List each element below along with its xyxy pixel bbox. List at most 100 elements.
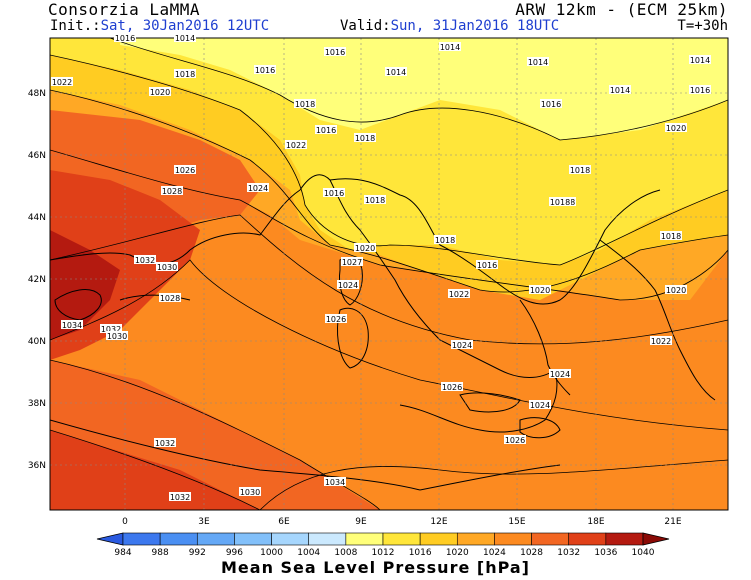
svg-text:1020: 1020 xyxy=(530,286,550,295)
colorbar-tick-label: 1036 xyxy=(594,548,617,558)
isobar-label: 1032 xyxy=(169,492,191,502)
latitude-label: 36N xyxy=(28,461,46,471)
isobar-label: 1032 xyxy=(154,438,176,448)
isobar-label: 1018 xyxy=(364,195,386,205)
isobar-label: 1016 xyxy=(324,47,346,57)
isobar-label: 1030 xyxy=(106,331,128,341)
colorbar-over-arrow xyxy=(642,532,670,546)
producer-title: Consorzia LaMMA xyxy=(48,0,200,19)
isobar-label: 1027 xyxy=(341,257,363,267)
colorbar-box xyxy=(196,532,235,546)
isobar-label: 1014 xyxy=(439,42,461,52)
isobar-label: 1024 xyxy=(247,183,269,193)
isobar-label: 1028 xyxy=(159,293,181,303)
svg-text:1024: 1024 xyxy=(452,341,472,350)
svg-text:1028: 1028 xyxy=(162,187,182,196)
latitude-label: 46N xyxy=(28,151,46,161)
colorbar-tick-label: 984 xyxy=(114,548,131,558)
isobar-label: 1034 xyxy=(61,320,83,330)
latitude-label: 38N xyxy=(28,399,46,409)
colorbar-tick-label: 1008 xyxy=(334,548,357,558)
colorbar-box xyxy=(531,532,570,546)
latitude-label: 42N xyxy=(28,275,46,285)
isobar-label: 1014 xyxy=(689,55,711,65)
svg-text:1020: 1020 xyxy=(666,286,686,295)
svg-text:1026: 1026 xyxy=(505,436,525,445)
forecast-step: T=+30h xyxy=(677,18,728,34)
isobar-label: 1024 xyxy=(549,369,571,379)
colorbar-tick-label: 1040 xyxy=(632,548,655,558)
colorbar-tick-label: 1004 xyxy=(297,548,320,558)
isobar-label: 1020 xyxy=(665,285,687,295)
longitude-label: 18E xyxy=(587,517,604,527)
svg-text:1016: 1016 xyxy=(477,261,497,270)
svg-text:1030: 1030 xyxy=(157,263,177,272)
isobar-label: 1016 xyxy=(476,260,498,270)
svg-text:1016: 1016 xyxy=(324,189,344,198)
svg-text:1022: 1022 xyxy=(449,290,469,299)
isobar-label: 1026 xyxy=(504,435,526,445)
svg-text:1032: 1032 xyxy=(170,493,190,502)
colorbar-tick-label: 1016 xyxy=(409,548,432,558)
colorbar-box xyxy=(568,532,607,546)
svg-text:1032: 1032 xyxy=(155,439,175,448)
latitude-label: 40N xyxy=(28,337,46,347)
colorbar-tick-label: 992 xyxy=(189,548,206,558)
svg-text:1014: 1014 xyxy=(528,58,548,67)
svg-text:1018: 1018 xyxy=(570,166,590,175)
isobar-label: 1022 xyxy=(448,289,470,299)
svg-text:1018: 1018 xyxy=(435,236,455,245)
svg-text:1018: 1018 xyxy=(175,70,195,79)
colorbar-title: Mean Sea Level Pressure [hPa] xyxy=(221,558,530,577)
isobar-label: 1016 xyxy=(254,65,276,75)
colorbar-box xyxy=(419,532,458,546)
isobar-label: 1020 xyxy=(354,243,376,253)
colorbar-box xyxy=(271,532,310,546)
valid-value: Sun, 31Jan2016 18UTC xyxy=(390,18,560,34)
svg-text:1014: 1014 xyxy=(440,43,460,52)
svg-text:1016: 1016 xyxy=(255,66,275,75)
svg-text:1026: 1026 xyxy=(175,166,195,175)
svg-text:1014: 1014 xyxy=(610,86,630,95)
isobar-label: 1014 xyxy=(174,33,196,43)
svg-text:1027: 1027 xyxy=(342,258,362,267)
isobar-label: 1018 xyxy=(569,165,591,175)
svg-text:1026: 1026 xyxy=(442,383,462,392)
svg-text:1030: 1030 xyxy=(240,488,260,497)
svg-text:1020: 1020 xyxy=(150,88,170,97)
svg-text:1022: 1022 xyxy=(651,337,671,346)
colorbar-tick-label: 1000 xyxy=(260,548,283,558)
svg-text:1024: 1024 xyxy=(248,184,268,193)
longitude-label: 15E xyxy=(508,517,525,527)
map-frame xyxy=(49,37,729,511)
isobar-label: 1020 xyxy=(149,87,171,97)
init-value: Sat, 30Jan2016 12UTC xyxy=(100,18,270,34)
longitude-label: 0 xyxy=(122,517,128,527)
isobar-labels: 1016 1014 1016 1014 1014 1014 1022 1018 1014 1016… xyxy=(51,33,711,502)
pressure-fields xyxy=(50,38,728,510)
valid-label: Valid: xyxy=(340,18,391,34)
isobar-label: 1016 xyxy=(540,99,562,109)
init-label: Init.: xyxy=(50,18,101,34)
field-1014 xyxy=(120,38,728,140)
isobar-label: 1034 xyxy=(324,477,346,487)
isobar-label: 1032 xyxy=(100,324,122,334)
svg-text:1024: 1024 xyxy=(338,281,358,290)
isobar-label: 1030 xyxy=(156,262,178,272)
svg-text:1034: 1034 xyxy=(62,321,82,330)
svg-text:1014: 1014 xyxy=(386,68,406,77)
colorbar-tick-label: 1020 xyxy=(446,548,469,558)
svg-text:1018: 1018 xyxy=(365,196,385,205)
valid-time: Valid:Sun, 31Jan2016 18UTC xyxy=(340,18,559,34)
colorbar-boxes xyxy=(96,532,670,546)
longitude-label: 6E xyxy=(278,517,290,527)
colorbar-tick-label: 1012 xyxy=(372,548,395,558)
colorbar-box xyxy=(382,532,421,546)
svg-text:1032: 1032 xyxy=(135,256,155,265)
svg-text:1018: 1018 xyxy=(295,100,315,109)
isobar-label: 1018 xyxy=(354,133,376,143)
svg-text:1018: 1018 xyxy=(550,198,570,207)
isobar-label: 1016 xyxy=(689,85,711,95)
colorbar-box xyxy=(456,532,495,546)
